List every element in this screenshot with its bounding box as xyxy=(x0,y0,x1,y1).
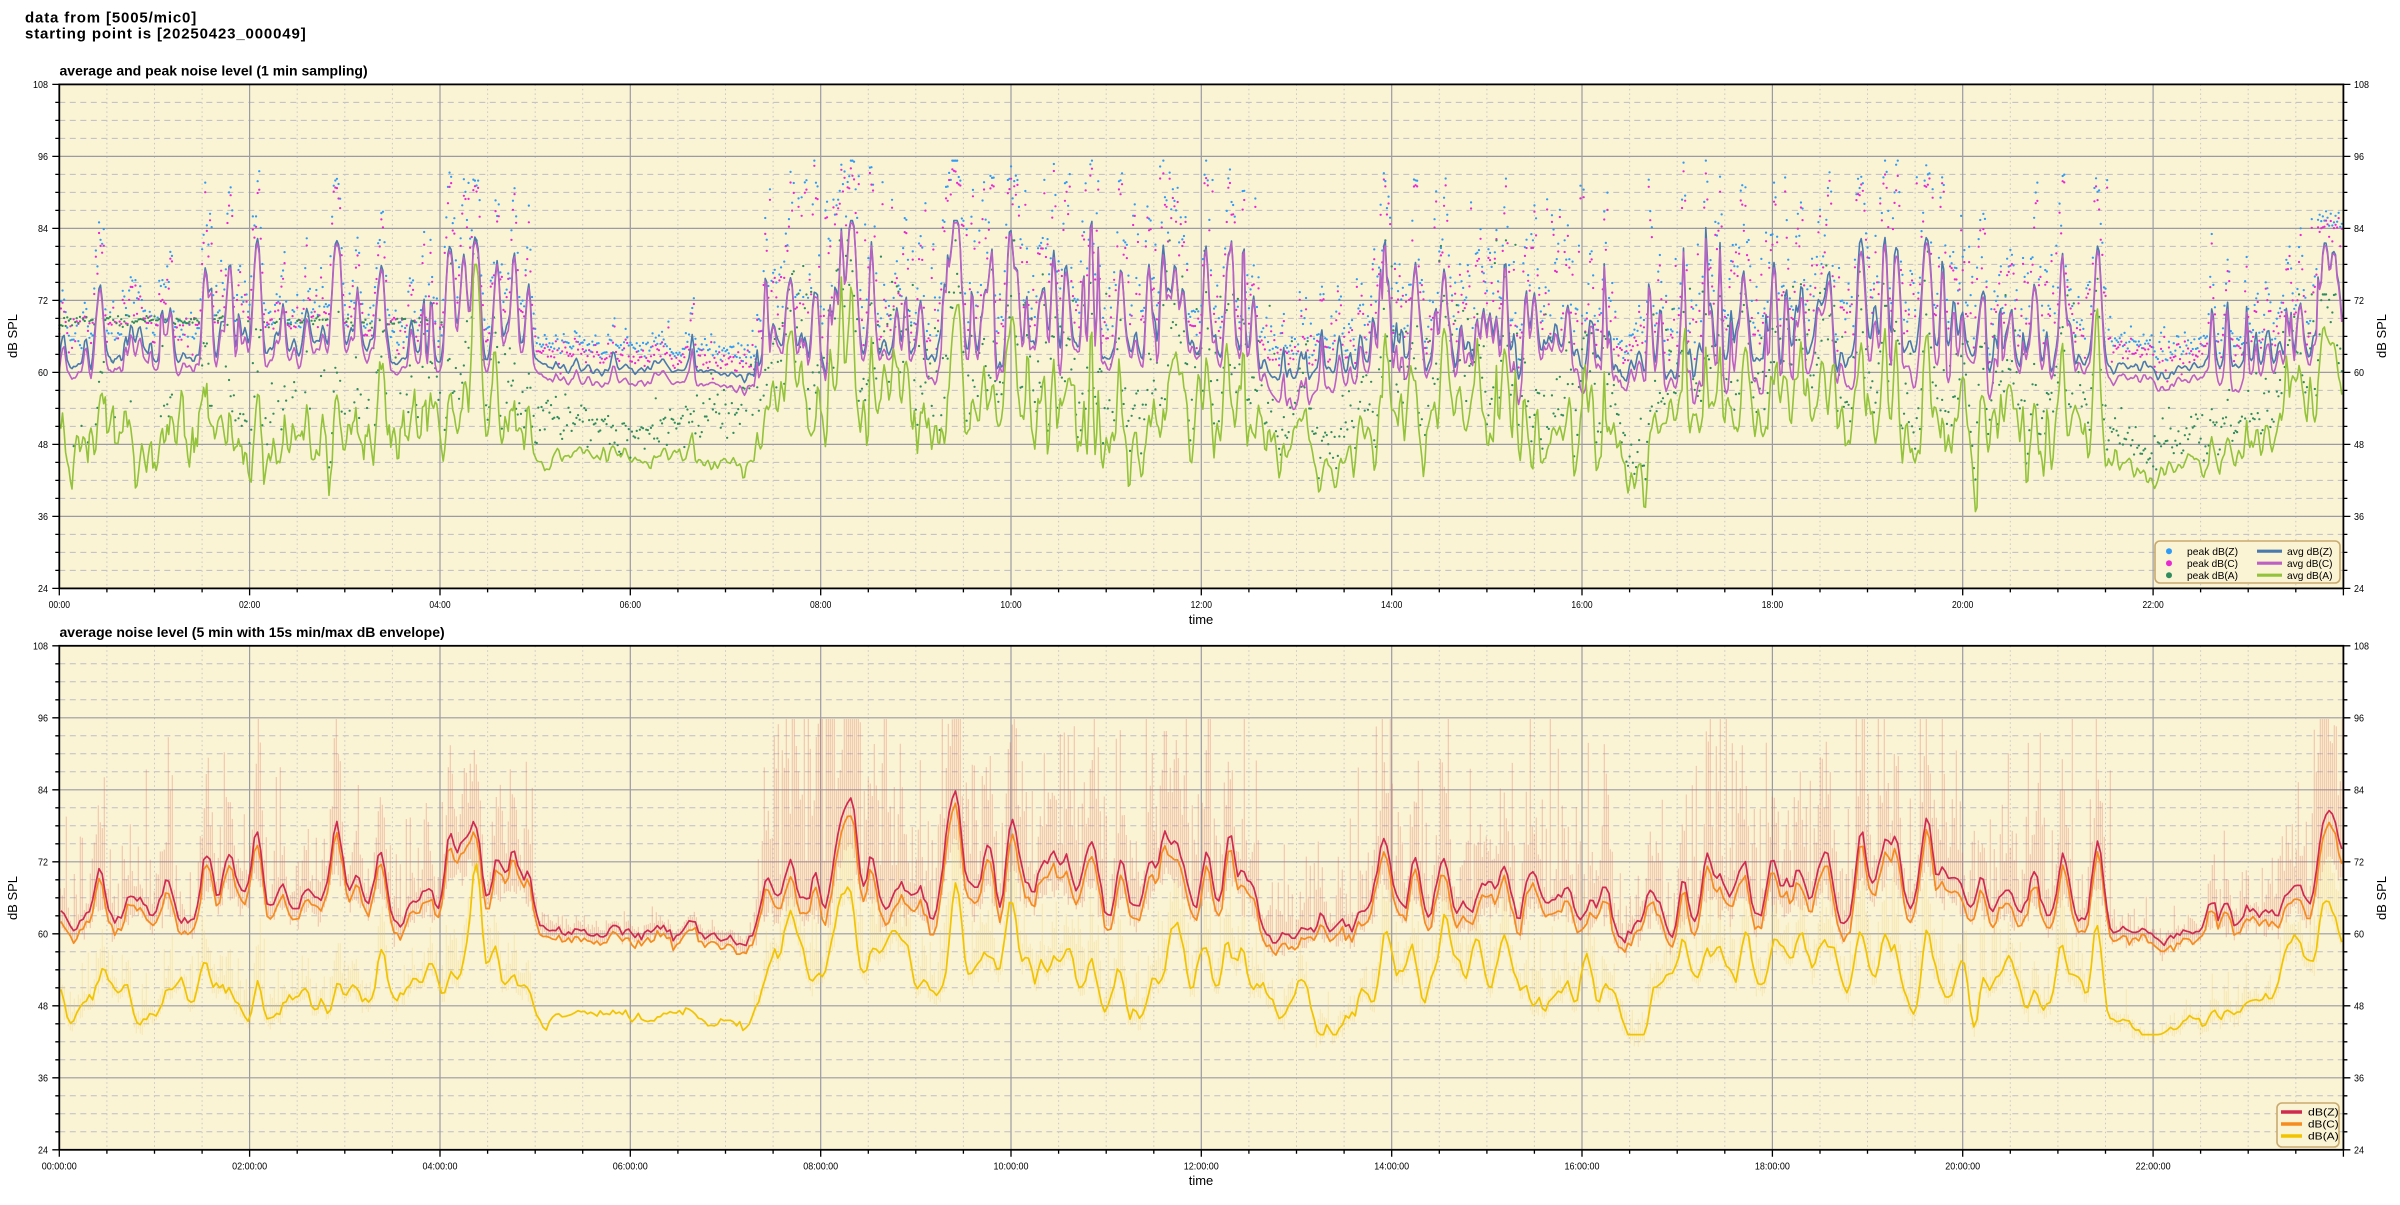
svg-text:84: 84 xyxy=(38,223,48,235)
svg-text:dB SPL: dB SPL xyxy=(5,876,20,920)
svg-text:20:00: 20:00 xyxy=(1952,599,1973,611)
svg-text:10:00:00: 10:00:00 xyxy=(994,1160,1029,1172)
svg-text:108: 108 xyxy=(33,79,48,91)
svg-text:36: 36 xyxy=(38,1073,48,1085)
svg-text:84: 84 xyxy=(38,785,48,797)
svg-text:96: 96 xyxy=(38,151,48,163)
svg-text:18:00:00: 18:00:00 xyxy=(1755,1160,1790,1172)
svg-text:96: 96 xyxy=(2354,713,2364,725)
svg-text:20:00:00: 20:00:00 xyxy=(1945,1160,1980,1172)
svg-text:36: 36 xyxy=(2354,1073,2364,1085)
svg-text:22:00:00: 22:00:00 xyxy=(2136,1160,2171,1172)
svg-text:60: 60 xyxy=(2354,367,2364,379)
svg-text:60: 60 xyxy=(38,367,48,379)
svg-text:dB(A): dB(A) xyxy=(2308,1131,2339,1143)
svg-text:72: 72 xyxy=(2354,295,2364,307)
svg-text:108: 108 xyxy=(33,641,48,653)
svg-text:108: 108 xyxy=(2354,641,2369,653)
svg-text:36: 36 xyxy=(38,511,48,523)
svg-text:data from [5005/mic0]: data from [5005/mic0] xyxy=(25,10,197,27)
svg-text:10:00: 10:00 xyxy=(1000,599,1021,611)
svg-text:24: 24 xyxy=(38,583,48,595)
svg-text:average and peak noise level (: average and peak noise level (1 min samp… xyxy=(60,63,368,79)
svg-text:48: 48 xyxy=(2354,439,2364,451)
svg-text:08:00:00: 08:00:00 xyxy=(803,1160,838,1172)
svg-text:avg dB(C): avg dB(C) xyxy=(2287,558,2333,570)
svg-text:dB SPL: dB SPL xyxy=(2374,314,2389,358)
svg-text:04:00: 04:00 xyxy=(429,599,450,611)
svg-text:06:00: 06:00 xyxy=(620,599,641,611)
svg-text:14:00: 14:00 xyxy=(1381,599,1402,611)
svg-text:18:00: 18:00 xyxy=(1762,599,1783,611)
svg-text:96: 96 xyxy=(2354,151,2364,163)
svg-text:time: time xyxy=(1189,612,1214,627)
svg-text:avg dB(Z): avg dB(Z) xyxy=(2287,546,2333,558)
svg-text:108: 108 xyxy=(2354,79,2369,91)
svg-text:time: time xyxy=(1189,1173,1214,1188)
svg-text:48: 48 xyxy=(2354,1001,2364,1013)
svg-text:72: 72 xyxy=(38,295,48,307)
svg-text:84: 84 xyxy=(2354,785,2364,797)
svg-text:96: 96 xyxy=(38,713,48,725)
svg-text:16:00:00: 16:00:00 xyxy=(1565,1160,1600,1172)
svg-text:00:00:00: 00:00:00 xyxy=(42,1160,77,1172)
svg-text:48: 48 xyxy=(38,1001,48,1013)
svg-text:16:00: 16:00 xyxy=(1571,599,1592,611)
svg-text:08:00: 08:00 xyxy=(810,599,831,611)
svg-text:24: 24 xyxy=(2354,583,2364,595)
svg-text:48: 48 xyxy=(38,439,48,451)
svg-text:14:00:00: 14:00:00 xyxy=(1374,1160,1409,1172)
svg-text:average noise level (5 min wit: average noise level (5 min with 15s min/… xyxy=(60,624,445,640)
svg-text:peak dB(A): peak dB(A) xyxy=(2187,570,2238,582)
svg-text:dB SPL: dB SPL xyxy=(2374,876,2389,920)
svg-text:84: 84 xyxy=(2354,223,2364,235)
svg-text:dB(C): dB(C) xyxy=(2308,1119,2339,1131)
svg-text:avg dB(A): avg dB(A) xyxy=(2287,570,2333,582)
svg-text:06:00:00: 06:00:00 xyxy=(613,1160,648,1172)
svg-text:12:00: 12:00 xyxy=(1191,599,1212,611)
svg-text:02:00: 02:00 xyxy=(239,599,260,611)
svg-text:00:00: 00:00 xyxy=(49,599,70,611)
svg-text:peak dB(C): peak dB(C) xyxy=(2187,558,2238,570)
svg-text:60: 60 xyxy=(2354,929,2364,941)
svg-text:22:00: 22:00 xyxy=(2142,599,2163,611)
svg-text:24: 24 xyxy=(2354,1145,2364,1157)
svg-text:36: 36 xyxy=(2354,511,2364,523)
svg-text:starting point is [20250423_00: starting point is [20250423_000049] xyxy=(25,26,307,43)
svg-text:dB(Z): dB(Z) xyxy=(2308,1107,2339,1119)
svg-text:60: 60 xyxy=(38,929,48,941)
svg-text:72: 72 xyxy=(38,857,48,869)
svg-text:72: 72 xyxy=(2354,857,2364,869)
svg-text:12:00:00: 12:00:00 xyxy=(1184,1160,1219,1172)
svg-text:02:00:00: 02:00:00 xyxy=(232,1160,267,1172)
svg-text:04:00:00: 04:00:00 xyxy=(423,1160,458,1172)
svg-text:dB SPL: dB SPL xyxy=(5,314,20,358)
svg-text:peak dB(Z): peak dB(Z) xyxy=(2187,546,2238,558)
svg-text:24: 24 xyxy=(38,1145,48,1157)
